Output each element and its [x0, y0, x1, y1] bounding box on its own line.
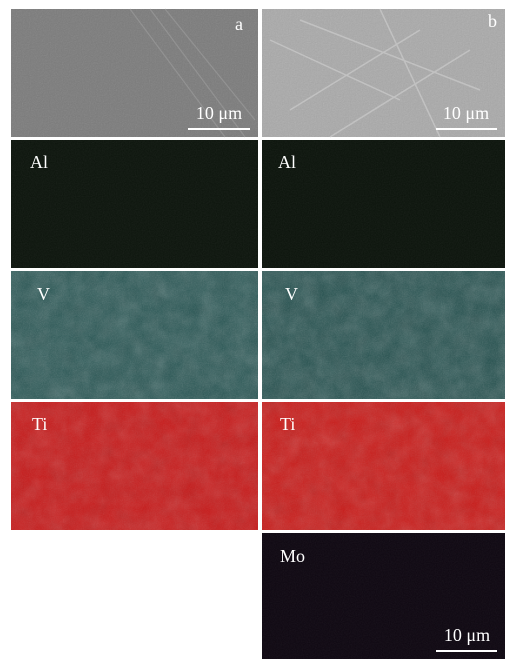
- panel-label: a: [235, 14, 243, 34]
- panel-a: a 10 μm: [11, 9, 258, 137]
- panel-ti-left: Ti: [11, 402, 258, 530]
- panel-v-left: V: [11, 271, 258, 399]
- element-label: Mo: [280, 546, 305, 566]
- panel-mo: Mo 10 μm: [262, 533, 505, 659]
- element-label: Al: [30, 152, 48, 172]
- panel-v-right: V: [262, 271, 505, 399]
- scale-bar-label: 10 μm: [444, 625, 490, 645]
- scale-bar-label: 10 μm: [196, 103, 242, 123]
- element-label: V: [285, 284, 298, 304]
- panel-b: b 10 μm: [262, 9, 505, 137]
- panel-al-right: Al: [262, 140, 505, 268]
- element-label: Al: [278, 152, 296, 172]
- scale-bar-label: 10 μm: [443, 103, 489, 123]
- panel-ti-right: Ti: [262, 402, 505, 530]
- element-label: V: [37, 284, 50, 304]
- panel-label: b: [488, 11, 497, 31]
- panel-al-left: Al: [11, 140, 258, 268]
- figure: a 10 μm b 10 μm Al Al V V Ti: [0, 0, 507, 659]
- element-label: Ti: [280, 414, 295, 434]
- element-label: Ti: [32, 414, 47, 434]
